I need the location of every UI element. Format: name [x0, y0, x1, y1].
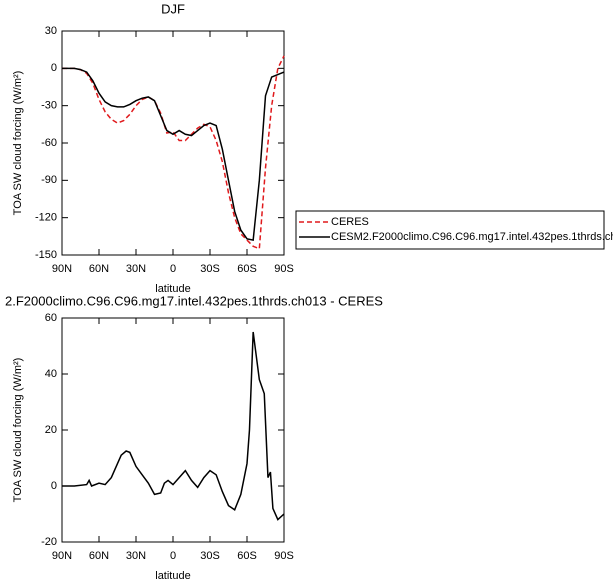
- y-tick-label: -150: [35, 249, 57, 261]
- y-axis-label: TOA SW cloud forcing (W/m²): [12, 358, 24, 503]
- x-tick-label: 30N: [126, 550, 146, 562]
- x-tick-label: 30N: [126, 263, 146, 275]
- y-tick-label: -30: [41, 100, 57, 112]
- x-tick-label: 60S: [237, 263, 257, 275]
- x-tick-label: 60S: [237, 550, 257, 562]
- x-tick-label: 30S: [200, 550, 220, 562]
- chart-title: 2.F2000climo.C96.C96.mg17.intel.432pes.1…: [5, 293, 383, 308]
- y-tick-label: -60: [41, 137, 57, 149]
- y-tick-label: 0: [51, 62, 57, 74]
- y-tick-label: -20: [41, 536, 57, 548]
- y-axis-label: TOA SW cloud forcing (W/m²): [12, 71, 24, 216]
- x-tick-label: 90S: [274, 263, 294, 275]
- x-tick-label: 90S: [274, 550, 294, 562]
- y-tick-label: 20: [45, 424, 57, 436]
- y-tick-label: 30: [45, 25, 57, 37]
- x-tick-label: 60N: [89, 550, 109, 562]
- data-line: [62, 67, 285, 241]
- plot-frame: [61, 317, 285, 543]
- x-tick-label: 90N: [52, 550, 72, 562]
- legend-label: CESM2.F2000climo.C96.C96.mg17.intel.432p…: [331, 231, 613, 243]
- x-tick-label: 30S: [200, 263, 220, 275]
- x-tick-label: 60N: [89, 263, 109, 275]
- x-tick-label: 0: [170, 550, 176, 562]
- y-tick-label: -90: [41, 174, 57, 186]
- data-line: [62, 55, 285, 250]
- x-tick-label: 0: [170, 263, 176, 275]
- data-line: [62, 331, 285, 521]
- y-tick-label: 60: [45, 312, 57, 324]
- x-axis-label: latitude: [155, 570, 190, 582]
- chart-title: DJF: [161, 1, 185, 16]
- x-tick-label: 90N: [52, 263, 72, 275]
- x-axis-label: latitude: [155, 283, 190, 295]
- y-tick-label: 40: [45, 368, 57, 380]
- plot-frame: [61, 30, 285, 256]
- legend-box: [295, 210, 605, 250]
- y-tick-label: -120: [35, 212, 57, 224]
- y-tick-label: 0: [51, 480, 57, 492]
- legend-label: CERES: [331, 216, 369, 228]
